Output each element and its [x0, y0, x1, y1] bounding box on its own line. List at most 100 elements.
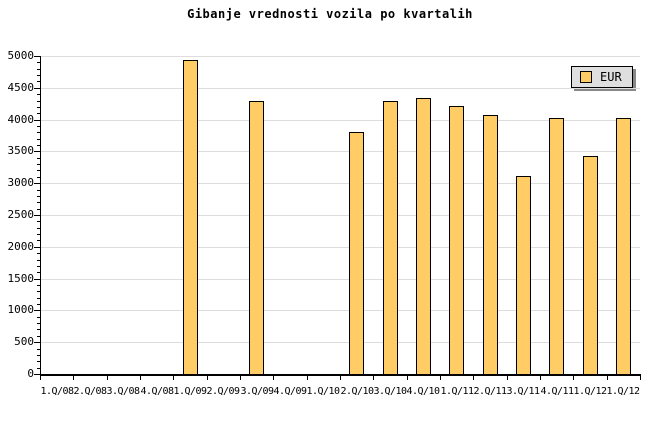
- y-axis-label: 1500: [7, 272, 35, 285]
- y-minor-tick: [37, 81, 40, 82]
- x-axis-tick: [573, 376, 574, 380]
- y-minor-tick: [37, 62, 40, 63]
- chart-title: Gibanje vrednosti vozila po kvartalih: [187, 7, 473, 21]
- y-gridline: [40, 215, 640, 216]
- y-minor-tick: [37, 285, 40, 286]
- y-minor-tick: [37, 266, 40, 267]
- y-minor-tick: [37, 304, 40, 305]
- x-axis-label: 1.Q/08: [40, 386, 74, 397]
- y-major-tick: [34, 215, 40, 216]
- legend: EUR: [571, 66, 633, 88]
- y-minor-tick: [37, 253, 40, 254]
- x-axis-label: 4.Q/11: [540, 386, 574, 397]
- x-axis-label: 4.Q/09: [273, 386, 307, 397]
- x-axis-tick: [640, 376, 641, 380]
- y-minor-tick: [37, 145, 40, 146]
- x-axis-tick: [607, 376, 608, 380]
- x-axis-tick: [507, 376, 508, 380]
- y-axis-label: 5000: [7, 49, 35, 62]
- y-axis-label: 2000: [7, 240, 35, 253]
- y-axis-line: [40, 56, 41, 375]
- x-axis-tick: [373, 376, 374, 380]
- y-minor-tick: [37, 101, 40, 102]
- y-minor-tick: [37, 113, 40, 114]
- y-minor-tick: [37, 272, 40, 273]
- y-minor-tick: [37, 132, 40, 133]
- y-gridline: [40, 279, 640, 280]
- x-axis-label: 4.Q/10: [406, 386, 440, 397]
- x-axis-label: 2.Q/11: [473, 386, 507, 397]
- y-gridline: [40, 56, 640, 57]
- y-gridline: [40, 342, 640, 343]
- y-minor-tick: [37, 291, 40, 292]
- bar-2q10: [349, 132, 364, 375]
- bar-1q11: [449, 106, 464, 375]
- y-minor-tick: [37, 228, 40, 229]
- x-axis-tick: [140, 376, 141, 380]
- legend-swatch-eur: [580, 71, 592, 83]
- x-axis-label: 1.Q/12: [573, 386, 607, 397]
- y-major-tick: [34, 310, 40, 311]
- y-minor-tick: [37, 164, 40, 165]
- y-major-tick: [34, 183, 40, 184]
- y-minor-tick: [37, 234, 40, 235]
- x-axis-label: 3.Q/09: [240, 386, 274, 397]
- bar-1q09: [183, 60, 198, 375]
- x-axis-tick: [273, 376, 274, 380]
- y-minor-tick: [37, 260, 40, 261]
- x-axis-label: 4.Q/08: [140, 386, 174, 397]
- y-minor-tick: [37, 170, 40, 171]
- x-axis-tick: [40, 376, 41, 380]
- x-axis-label: 1.Q/09: [173, 386, 207, 397]
- y-minor-tick: [37, 196, 40, 197]
- y-minor-tick: [37, 329, 40, 330]
- y-minor-tick: [37, 240, 40, 241]
- bar-4q11: [549, 118, 564, 375]
- y-minor-tick: [37, 298, 40, 299]
- bar-3q11: [516, 176, 531, 375]
- y-minor-tick: [37, 202, 40, 203]
- x-axis-tick: [407, 376, 408, 380]
- y-minor-tick: [37, 126, 40, 127]
- x-axis-tick: [173, 376, 174, 380]
- y-major-tick: [34, 247, 40, 248]
- y-minor-tick: [37, 221, 40, 222]
- x-axis-tick: [107, 376, 108, 380]
- y-major-tick: [34, 374, 40, 375]
- x-axis-tick: [540, 376, 541, 380]
- y-major-tick: [34, 151, 40, 152]
- y-major-tick: [34, 342, 40, 343]
- y-minor-tick: [37, 190, 40, 191]
- bar-3q10: [383, 101, 398, 375]
- x-axis-tick: [240, 376, 241, 380]
- y-minor-tick: [37, 323, 40, 324]
- y-gridline: [40, 183, 640, 184]
- bar-4q10: [416, 98, 431, 375]
- legend-label: EUR: [600, 70, 622, 84]
- x-axis-tick: [73, 376, 74, 380]
- y-axis-label: 0: [27, 367, 34, 380]
- x-axis-label: 1.Q/11: [440, 386, 474, 397]
- y-gridline: [40, 151, 640, 152]
- y-minor-tick: [37, 317, 40, 318]
- y-gridline: [40, 120, 640, 121]
- x-axis-label: 1.Q/10: [306, 386, 340, 397]
- y-minor-tick: [37, 158, 40, 159]
- x-axis-label: 3.Q/08: [106, 386, 140, 397]
- y-axis-label: 4000: [7, 113, 35, 126]
- y-major-tick: [34, 56, 40, 57]
- x-axis-label: 2.Q/10: [340, 386, 374, 397]
- y-minor-tick: [37, 69, 40, 70]
- y-major-tick: [34, 88, 40, 89]
- x-axis-label: 1.Q/12: [606, 386, 640, 397]
- x-axis-label: 3.Q/10: [373, 386, 407, 397]
- y-minor-tick: [37, 139, 40, 140]
- x-axis-tick: [207, 376, 208, 380]
- x-axis-line: [40, 374, 641, 376]
- y-axis-label: 500: [14, 335, 34, 348]
- x-axis-tick: [340, 376, 341, 380]
- y-gridline: [40, 88, 640, 89]
- y-axis-label: 4500: [7, 81, 35, 94]
- y-minor-tick: [37, 107, 40, 108]
- y-axis-label: 3000: [7, 176, 35, 189]
